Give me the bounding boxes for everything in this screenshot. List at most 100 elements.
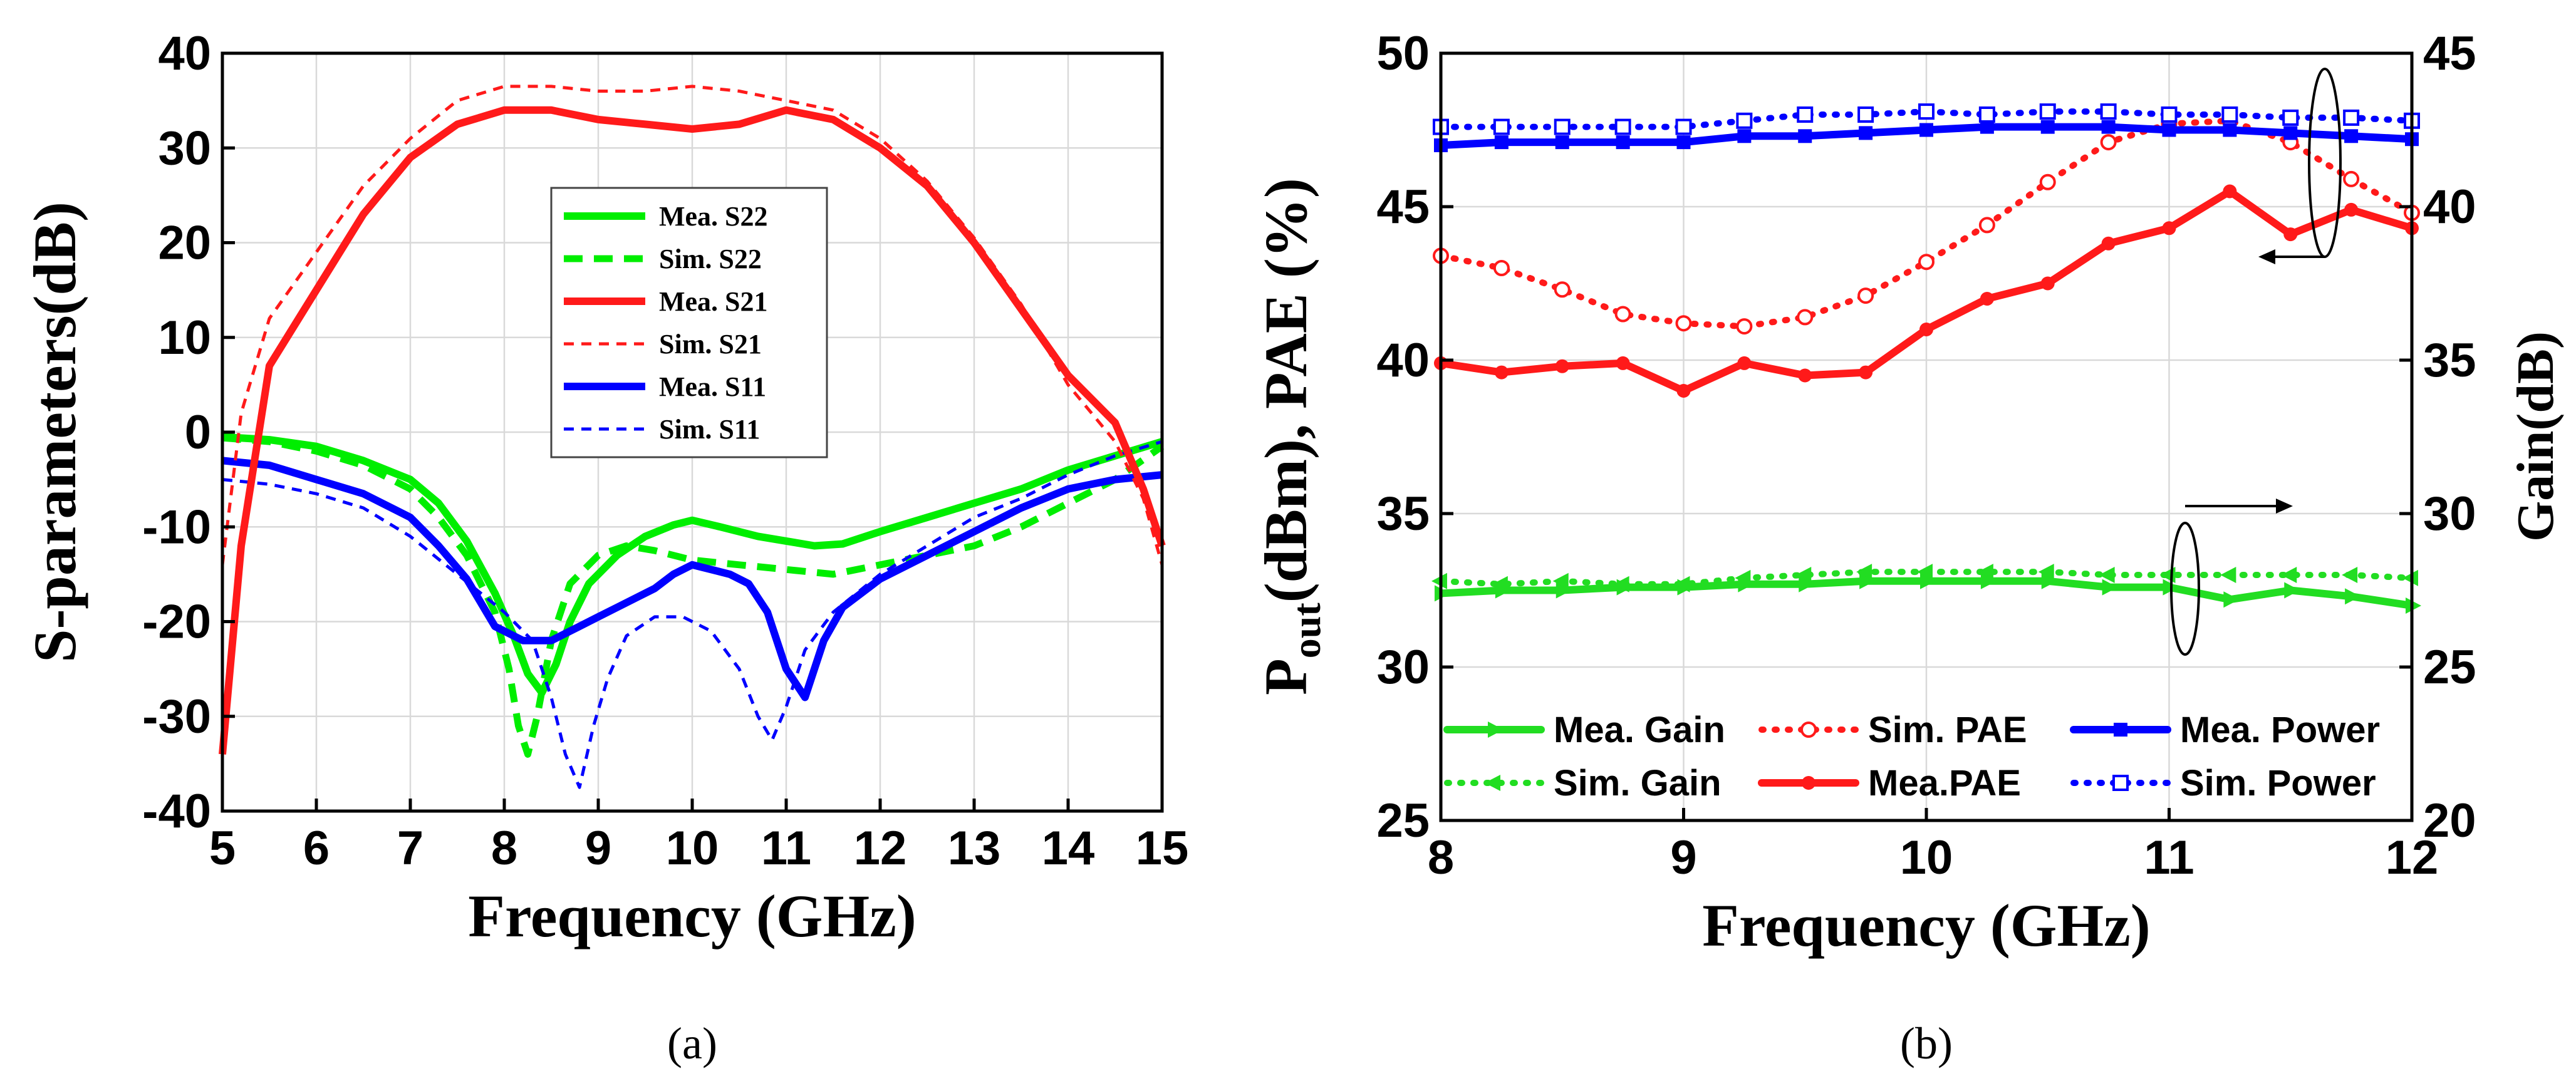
marker-mea-power bbox=[2162, 123, 2176, 137]
marker-mea-gain bbox=[2284, 582, 2300, 599]
marker-mea-power bbox=[2283, 126, 2298, 140]
marker-sim-pae bbox=[2039, 173, 2056, 190]
marker-sim-power bbox=[1614, 118, 1631, 135]
tick-label-y-b: 40 bbox=[1376, 334, 1430, 387]
x-axis-label-a: Frequency (GHz) bbox=[468, 882, 916, 949]
marker-sim-gain bbox=[1552, 572, 1569, 589]
marker-mea-gain bbox=[1980, 572, 1997, 589]
legend-marker-mea-gain bbox=[1488, 722, 1504, 738]
tick-label-y2-b: 30 bbox=[2423, 487, 2476, 541]
marker-mea-power bbox=[1798, 129, 1812, 143]
marker-sim-power bbox=[1493, 118, 1510, 135]
marker-mea-pae bbox=[2101, 236, 2116, 251]
marker-sim-power bbox=[1978, 106, 1995, 123]
marker-mea-power bbox=[2344, 129, 2359, 143]
marker-mea-gain bbox=[1859, 572, 1876, 589]
tick-label-y-b: 50 bbox=[1376, 27, 1430, 80]
marker-sim-power bbox=[2039, 103, 2056, 120]
tick-label-x-a: 15 bbox=[1136, 822, 1189, 875]
series-mea-pae bbox=[1434, 184, 2419, 398]
marker-mea-pae bbox=[2040, 276, 2055, 291]
marker-mea-pae bbox=[2162, 221, 2176, 235]
tick-label-x-b: 10 bbox=[1900, 831, 1953, 884]
marker-sim-pae bbox=[1554, 281, 1571, 298]
marker-sim-gain bbox=[2038, 564, 2054, 581]
marker-mea-power bbox=[2101, 120, 2116, 134]
marker-mea-pae bbox=[1859, 365, 1873, 380]
tick-label-x-a: 7 bbox=[397, 822, 423, 875]
ticks-a: 5 6 7 8 9 10 11 12 13 14 15 -40 -30 -20 -10 0 10 20 30 40 bbox=[142, 27, 1188, 875]
tick-label-x-a: 13 bbox=[948, 822, 1001, 875]
marker-sim-power bbox=[1797, 106, 1814, 123]
legend-label-sim-s11: Sim. S11 bbox=[659, 414, 760, 445]
marker-sim-gain bbox=[1674, 576, 1690, 592]
marker-mea-power bbox=[1980, 120, 1994, 134]
y-axis-label-b: Pout(dBm), PAE (%) bbox=[1252, 178, 1329, 695]
marker-mea-pae bbox=[1980, 292, 1994, 306]
legend-label-mea-s11: Mea. S11 bbox=[659, 371, 766, 402]
left-axis-arrowhead bbox=[2258, 249, 2275, 264]
right-axis-arrowhead bbox=[2276, 499, 2293, 514]
marker-mea-power bbox=[1737, 129, 1752, 143]
marker-sim-gain bbox=[2099, 567, 2115, 583]
legend-label-sim-gain: Sim. Gain bbox=[1554, 763, 1722, 804]
tick-label-y2-b: 45 bbox=[2423, 27, 2476, 80]
legend-b: Mea. Gain Sim. Gain Sim. PAE Mea.PAE Mea. Po… bbox=[1443, 710, 2380, 804]
tick-label-y-b: 35 bbox=[1376, 487, 1430, 541]
marker-mea-pae bbox=[2223, 184, 2237, 199]
marker-mea-power bbox=[2040, 120, 2055, 134]
series-mea-s11 bbox=[222, 457, 1163, 701]
marker-sim-gain bbox=[1917, 564, 1933, 581]
marker-sim-gain bbox=[1795, 567, 1812, 583]
legend-label-sim-s21: Sim. S21 bbox=[659, 329, 762, 360]
marker-sim-power bbox=[1736, 112, 1753, 129]
marker-sim-pae bbox=[1675, 315, 1692, 332]
tick-label-x-a: 11 bbox=[761, 822, 811, 875]
tick-label-y2-b: 25 bbox=[2423, 641, 2476, 694]
marker-sim-pae bbox=[2100, 134, 2117, 151]
tick-label-y-a: 10 bbox=[158, 311, 211, 365]
tick-label-y-a: 30 bbox=[158, 122, 211, 175]
tick-label-y-a: 20 bbox=[158, 217, 211, 270]
marker-mea-gain bbox=[2102, 579, 2118, 596]
marker-sim-pae bbox=[1857, 287, 1874, 304]
series-sim-gain bbox=[1431, 564, 2418, 592]
tick-label-y-a: -40 bbox=[142, 785, 211, 838]
tick-label-x-a: 6 bbox=[303, 822, 330, 875]
marker-sim-gain bbox=[1977, 564, 1993, 581]
tick-label-x-a: 14 bbox=[1042, 822, 1095, 875]
marker-mea-gain bbox=[2345, 588, 2361, 605]
marker-mea-pae bbox=[1494, 365, 1509, 380]
marker-mea-power bbox=[2223, 123, 2237, 137]
tick-label-y-a: 40 bbox=[158, 27, 211, 80]
tick-label-y2-b: 35 bbox=[2423, 334, 2476, 387]
y-axis-label-b-sub: out bbox=[1284, 603, 1329, 659]
tick-label-y2-b: 40 bbox=[2423, 180, 2476, 234]
legend-marker-mea-pae bbox=[1802, 776, 1815, 790]
y2-axis-label-b: Gain(dB) bbox=[2506, 331, 2565, 542]
marker-mea-pae bbox=[1919, 323, 1933, 336]
legend-label-mea-gain: Mea. Gain bbox=[1554, 710, 1725, 750]
marker-sim-power bbox=[2100, 103, 2117, 120]
tick-label-y-b: 30 bbox=[1376, 641, 1430, 694]
marker-sim-power bbox=[2161, 106, 2178, 123]
marker-sim-pae bbox=[1614, 306, 1631, 323]
tick-label-x-a: 5 bbox=[209, 822, 236, 875]
tick-label-x-a: 9 bbox=[585, 822, 611, 875]
marker-sim-power bbox=[1675, 118, 1692, 135]
tick-label-y-a: -20 bbox=[142, 596, 211, 649]
panel-label-a: (a) bbox=[667, 1018, 717, 1068]
marker-sim-gain bbox=[2342, 567, 2358, 583]
marker-mea-pae bbox=[1798, 368, 1812, 383]
panel-label-b: (b) bbox=[1900, 1018, 1953, 1068]
marker-sim-gain bbox=[1613, 576, 1629, 592]
marker-mea-pae bbox=[2344, 202, 2359, 217]
marker-sim-pae bbox=[1918, 254, 1935, 271]
marker-mea-power bbox=[1919, 123, 1933, 137]
marker-mea-gain bbox=[2223, 591, 2240, 608]
curves-a bbox=[219, 85, 1166, 789]
tick-label-x-b: 8 bbox=[1428, 831, 1454, 884]
legend-marker-sim-pae bbox=[1800, 722, 1817, 738]
tick-label-y-a: 0 bbox=[185, 406, 211, 459]
